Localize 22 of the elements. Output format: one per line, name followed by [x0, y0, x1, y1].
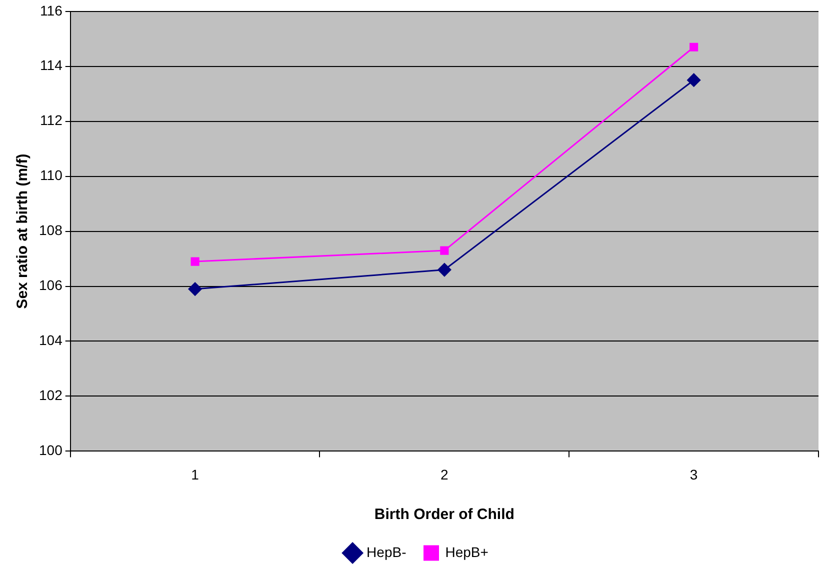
legend-label: HepB- [366, 544, 407, 560]
y-tick-label: 106 [39, 277, 63, 294]
y-tick-label: 104 [39, 332, 63, 348]
y-tick-label: 108 [39, 222, 63, 238]
x-tick-label: 2 [440, 466, 449, 482]
y-tick-label: 110 [40, 167, 63, 184]
y-tick-label: 112 [40, 112, 63, 128]
x-axis-title: Birth Order of Child [374, 506, 514, 524]
y-tick-label: 116 [40, 2, 63, 18]
x-tick-label: 3 [690, 466, 698, 482]
legend-label: HepB+ [445, 544, 488, 560]
point [188, 282, 202, 296]
point [687, 73, 701, 87]
point [438, 263, 452, 277]
y-tick-label: 102 [39, 387, 63, 404]
y-tick-label: 100 [39, 442, 63, 458]
y-tick-label: 114 [40, 57, 63, 74]
x-tick-label: 1 [191, 466, 200, 482]
point [690, 42, 698, 52]
point [440, 246, 449, 255]
y-axis-title: Sex ratio at birth (m/f) [14, 154, 32, 309]
point [190, 257, 200, 266]
